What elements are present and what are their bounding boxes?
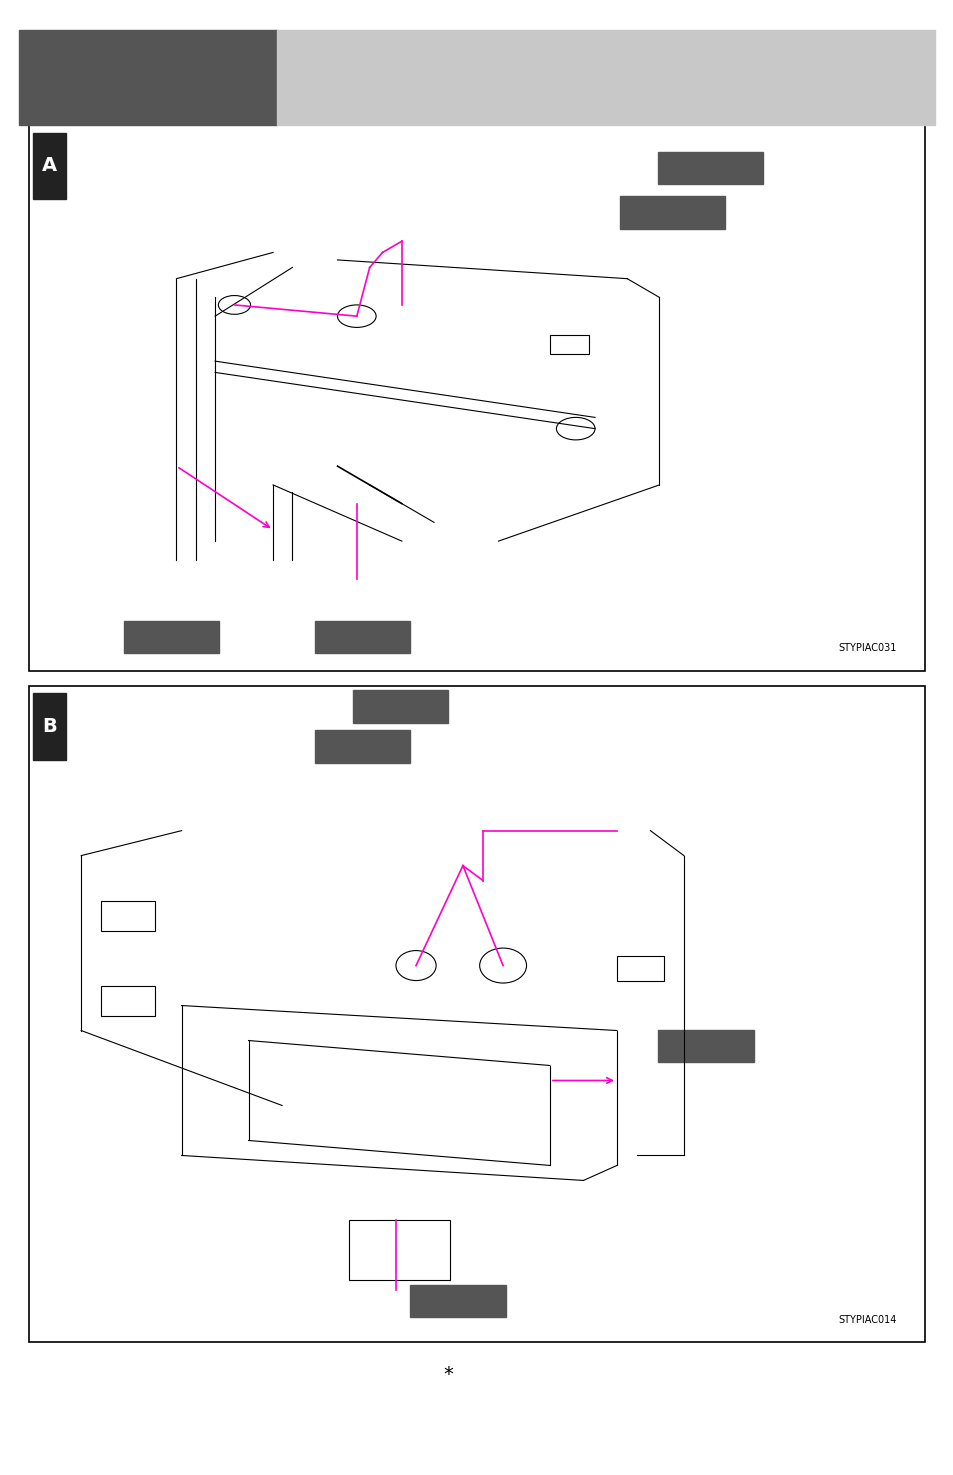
Bar — [33, 133, 66, 199]
Bar — [617, 956, 663, 981]
Bar — [549, 335, 588, 354]
Bar — [276, 30, 934, 125]
Text: B: B — [42, 717, 57, 736]
Text: *: * — [443, 1366, 453, 1384]
Text: STYPIAC031: STYPIAC031 — [838, 643, 896, 653]
Text: STYPIAC014: STYPIAC014 — [838, 1314, 896, 1325]
Bar — [33, 693, 66, 760]
Bar — [29, 125, 924, 671]
Bar — [101, 985, 154, 1015]
FancyBboxPatch shape — [314, 621, 410, 653]
Bar — [349, 1220, 449, 1280]
Bar — [29, 686, 924, 1342]
Bar — [101, 901, 154, 931]
FancyBboxPatch shape — [619, 196, 724, 229]
Text: A: A — [42, 156, 57, 176]
FancyBboxPatch shape — [658, 1030, 753, 1062]
Bar — [19, 30, 276, 125]
FancyBboxPatch shape — [353, 690, 448, 723]
FancyBboxPatch shape — [124, 621, 219, 653]
FancyBboxPatch shape — [658, 152, 762, 184]
FancyBboxPatch shape — [314, 730, 410, 763]
FancyBboxPatch shape — [410, 1285, 505, 1317]
